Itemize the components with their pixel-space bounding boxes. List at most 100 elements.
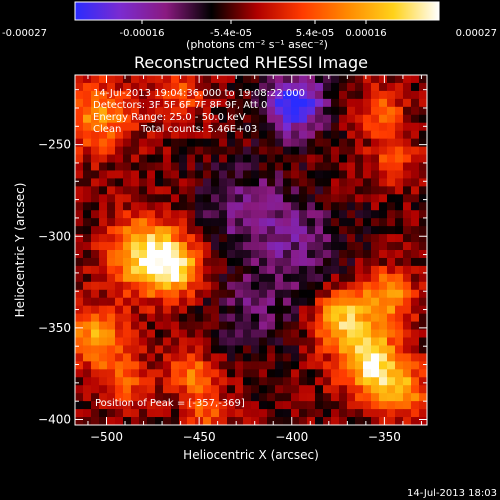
heatmap-cell	[395, 281, 404, 291]
heatmap-cell	[155, 353, 164, 362]
heatmap-cell	[323, 82, 332, 92]
heatmap-cell	[75, 210, 84, 219]
heatmap-cell	[195, 313, 204, 323]
heatmap-cell	[323, 289, 332, 299]
heatmap-cell	[379, 138, 388, 148]
heatmap-cell	[395, 289, 404, 299]
heatmap-cell	[323, 345, 332, 355]
heatmap-cell	[155, 273, 164, 283]
heatmap-cell	[299, 162, 308, 172]
heatmap-cell	[75, 138, 84, 148]
heatmap-cell	[75, 377, 84, 386]
heatmap-cell	[107, 409, 116, 418]
heatmap-cell	[299, 297, 308, 307]
heatmap-cell	[131, 234, 140, 243]
heatmap-cell	[203, 393, 212, 402]
heatmap-cell	[363, 218, 372, 227]
heatmap-cell	[219, 385, 228, 394]
heatmap-cell	[387, 234, 396, 243]
heatmap-cell	[355, 146, 364, 156]
heatmap-cell	[123, 313, 132, 323]
heatmap-cell	[115, 122, 124, 132]
heatmap-cell	[99, 417, 108, 425]
heatmap-cell	[395, 106, 404, 116]
heatmap-cell	[243, 401, 252, 410]
heatmap-cell	[99, 265, 108, 275]
heatmap-cell	[307, 106, 316, 116]
heatmap-cell	[91, 281, 100, 291]
heatmap-cell	[123, 162, 132, 172]
heatmap-cell	[131, 321, 140, 331]
heatmap-cell	[323, 210, 332, 219]
heatmap-cell	[107, 329, 116, 339]
heatmap-cell	[211, 82, 220, 92]
heatmap-cell	[131, 186, 140, 195]
heatmap-cell	[139, 281, 148, 291]
heatmap-cell	[371, 250, 380, 259]
heatmap-cell	[403, 273, 412, 283]
heatmap-cell	[267, 234, 276, 243]
heatmap-cell	[139, 234, 148, 243]
heatmap-cell	[91, 194, 100, 203]
heatmap-cell	[99, 321, 108, 331]
heatmap-cell	[243, 154, 252, 164]
heatmap-cell	[411, 146, 420, 156]
heatmap-cell	[371, 242, 380, 251]
heatmap-cell	[115, 417, 124, 425]
heatmap-cell	[379, 75, 388, 84]
heatmap-cell	[371, 202, 380, 211]
heatmap-cell	[203, 194, 212, 203]
heatmap-cell	[419, 218, 427, 227]
heatmap-cell	[187, 257, 196, 267]
heatmap-cell	[411, 281, 420, 291]
heatmap-cell	[307, 178, 316, 187]
heatmap-cell	[227, 353, 236, 362]
heatmap-cell	[299, 202, 308, 211]
heatmap-cell	[131, 146, 140, 156]
heatmap-cell	[419, 345, 427, 355]
heatmap-cell	[283, 162, 292, 172]
heatmap-cell	[123, 353, 132, 362]
heatmap-cell	[187, 186, 196, 195]
heatmap-cell	[379, 226, 388, 235]
heatmap-cell	[387, 194, 396, 203]
heatmap-cell	[219, 265, 228, 275]
heatmap-cell	[355, 353, 364, 362]
heatmap-cell	[331, 154, 340, 164]
heatmap-cell	[75, 218, 84, 227]
heatmap-cell	[219, 409, 228, 418]
heatmap-cell	[411, 178, 420, 187]
heatmap-cell	[107, 146, 116, 156]
info-counts: Total counts: 5.46E+03	[140, 124, 257, 135]
heatmap-cell	[307, 265, 316, 275]
heatmap-cell	[115, 114, 124, 124]
heatmap-cell	[155, 313, 164, 323]
heatmap-cell	[235, 90, 244, 100]
heatmap-cell	[259, 146, 268, 156]
heatmap-cell	[123, 337, 132, 347]
heatmap-cell	[91, 273, 100, 283]
heatmap-cell	[419, 170, 427, 180]
heatmap-cell	[307, 289, 316, 299]
heatmap-cell	[211, 130, 220, 140]
heatmap-cell	[307, 329, 316, 339]
heatmap-cell	[299, 305, 308, 315]
heatmap-cell	[203, 234, 212, 243]
heatmap-cell	[219, 82, 228, 92]
heatmap-cell	[211, 273, 220, 283]
heatmap-cell	[395, 122, 404, 132]
heatmap-cell	[323, 385, 332, 394]
heatmap-cell	[235, 98, 244, 108]
heatmap-cell	[259, 242, 268, 251]
heatmap-cell	[331, 130, 340, 140]
heatmap-cell	[387, 218, 396, 227]
heatmap-cell	[339, 289, 348, 299]
heatmap-cell	[267, 218, 276, 227]
heatmap-cell	[115, 281, 124, 291]
heatmap-cell	[315, 194, 324, 203]
heatmap-cell	[395, 257, 404, 267]
heatmap-cell	[411, 250, 420, 259]
heatmap-cell	[219, 329, 228, 339]
heatmap-cell	[211, 162, 220, 172]
heatmap-cell	[163, 154, 172, 164]
